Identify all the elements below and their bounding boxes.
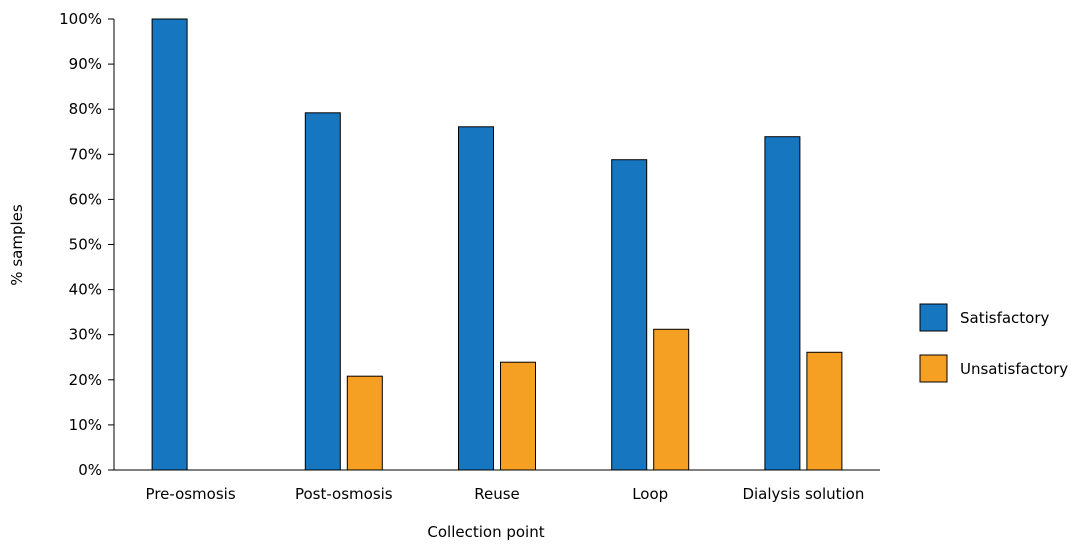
x-tick-label: Loop (632, 485, 668, 503)
bar-satisfactory-reuse (458, 126, 494, 471)
bar-unsatisfactory-post-osmosis (346, 375, 383, 471)
x-tick-label: Pre-osmosis (146, 485, 236, 503)
bar-unsatisfactory-dialysis-solution (806, 351, 843, 471)
x-tick-label: Reuse (474, 485, 520, 503)
bar-unsatisfactory-loop (653, 328, 690, 471)
bars (151, 18, 843, 471)
x-axis-title: Collection point (427, 523, 544, 541)
bar-satisfactory-loop (611, 159, 648, 471)
x-axis: Pre-osmosis Post-osmosis Reuse Loop Dialysis… (114, 469, 880, 503)
legend-label-unsatisfactory: Unsatisfactory (960, 360, 1068, 378)
bar-unsatisfactory-reuse (500, 361, 536, 471)
y-tick-label: 70% (69, 145, 102, 163)
y-axis-title: % samples (8, 204, 26, 286)
y-tick-label: 0% (78, 461, 102, 479)
bar-satisfactory-dialysis-solution (764, 136, 801, 471)
y-tick-label: 90% (69, 55, 102, 73)
y-tick-label: 100% (59, 10, 102, 28)
bar-satisfactory-pre-osmosis (151, 18, 188, 471)
x-tick-label: Post-osmosis (295, 485, 393, 503)
y-tick-label: 50% (69, 236, 102, 254)
y-axis: 0% 10% 20% 30% 40% 50% 60% 70% 80% 90% 100% (59, 10, 115, 479)
y-tick-label: 10% (69, 416, 102, 434)
y-tick-label: 40% (69, 281, 102, 299)
y-tick-label: 60% (69, 190, 102, 208)
bar-satisfactory-post-osmosis (304, 112, 341, 471)
y-tick-label: 30% (69, 326, 102, 344)
y-tick-label: 20% (69, 371, 102, 389)
legend-label-satisfactory: Satisfactory (960, 309, 1050, 327)
legend-swatch-unsatisfactory (919, 354, 948, 383)
y-tick-label: 80% (69, 100, 102, 118)
legend: Satisfactory Unsatisfactory (919, 303, 1068, 383)
x-tick-label: Dialysis solution (742, 485, 864, 503)
legend-swatch-satisfactory (919, 303, 948, 332)
